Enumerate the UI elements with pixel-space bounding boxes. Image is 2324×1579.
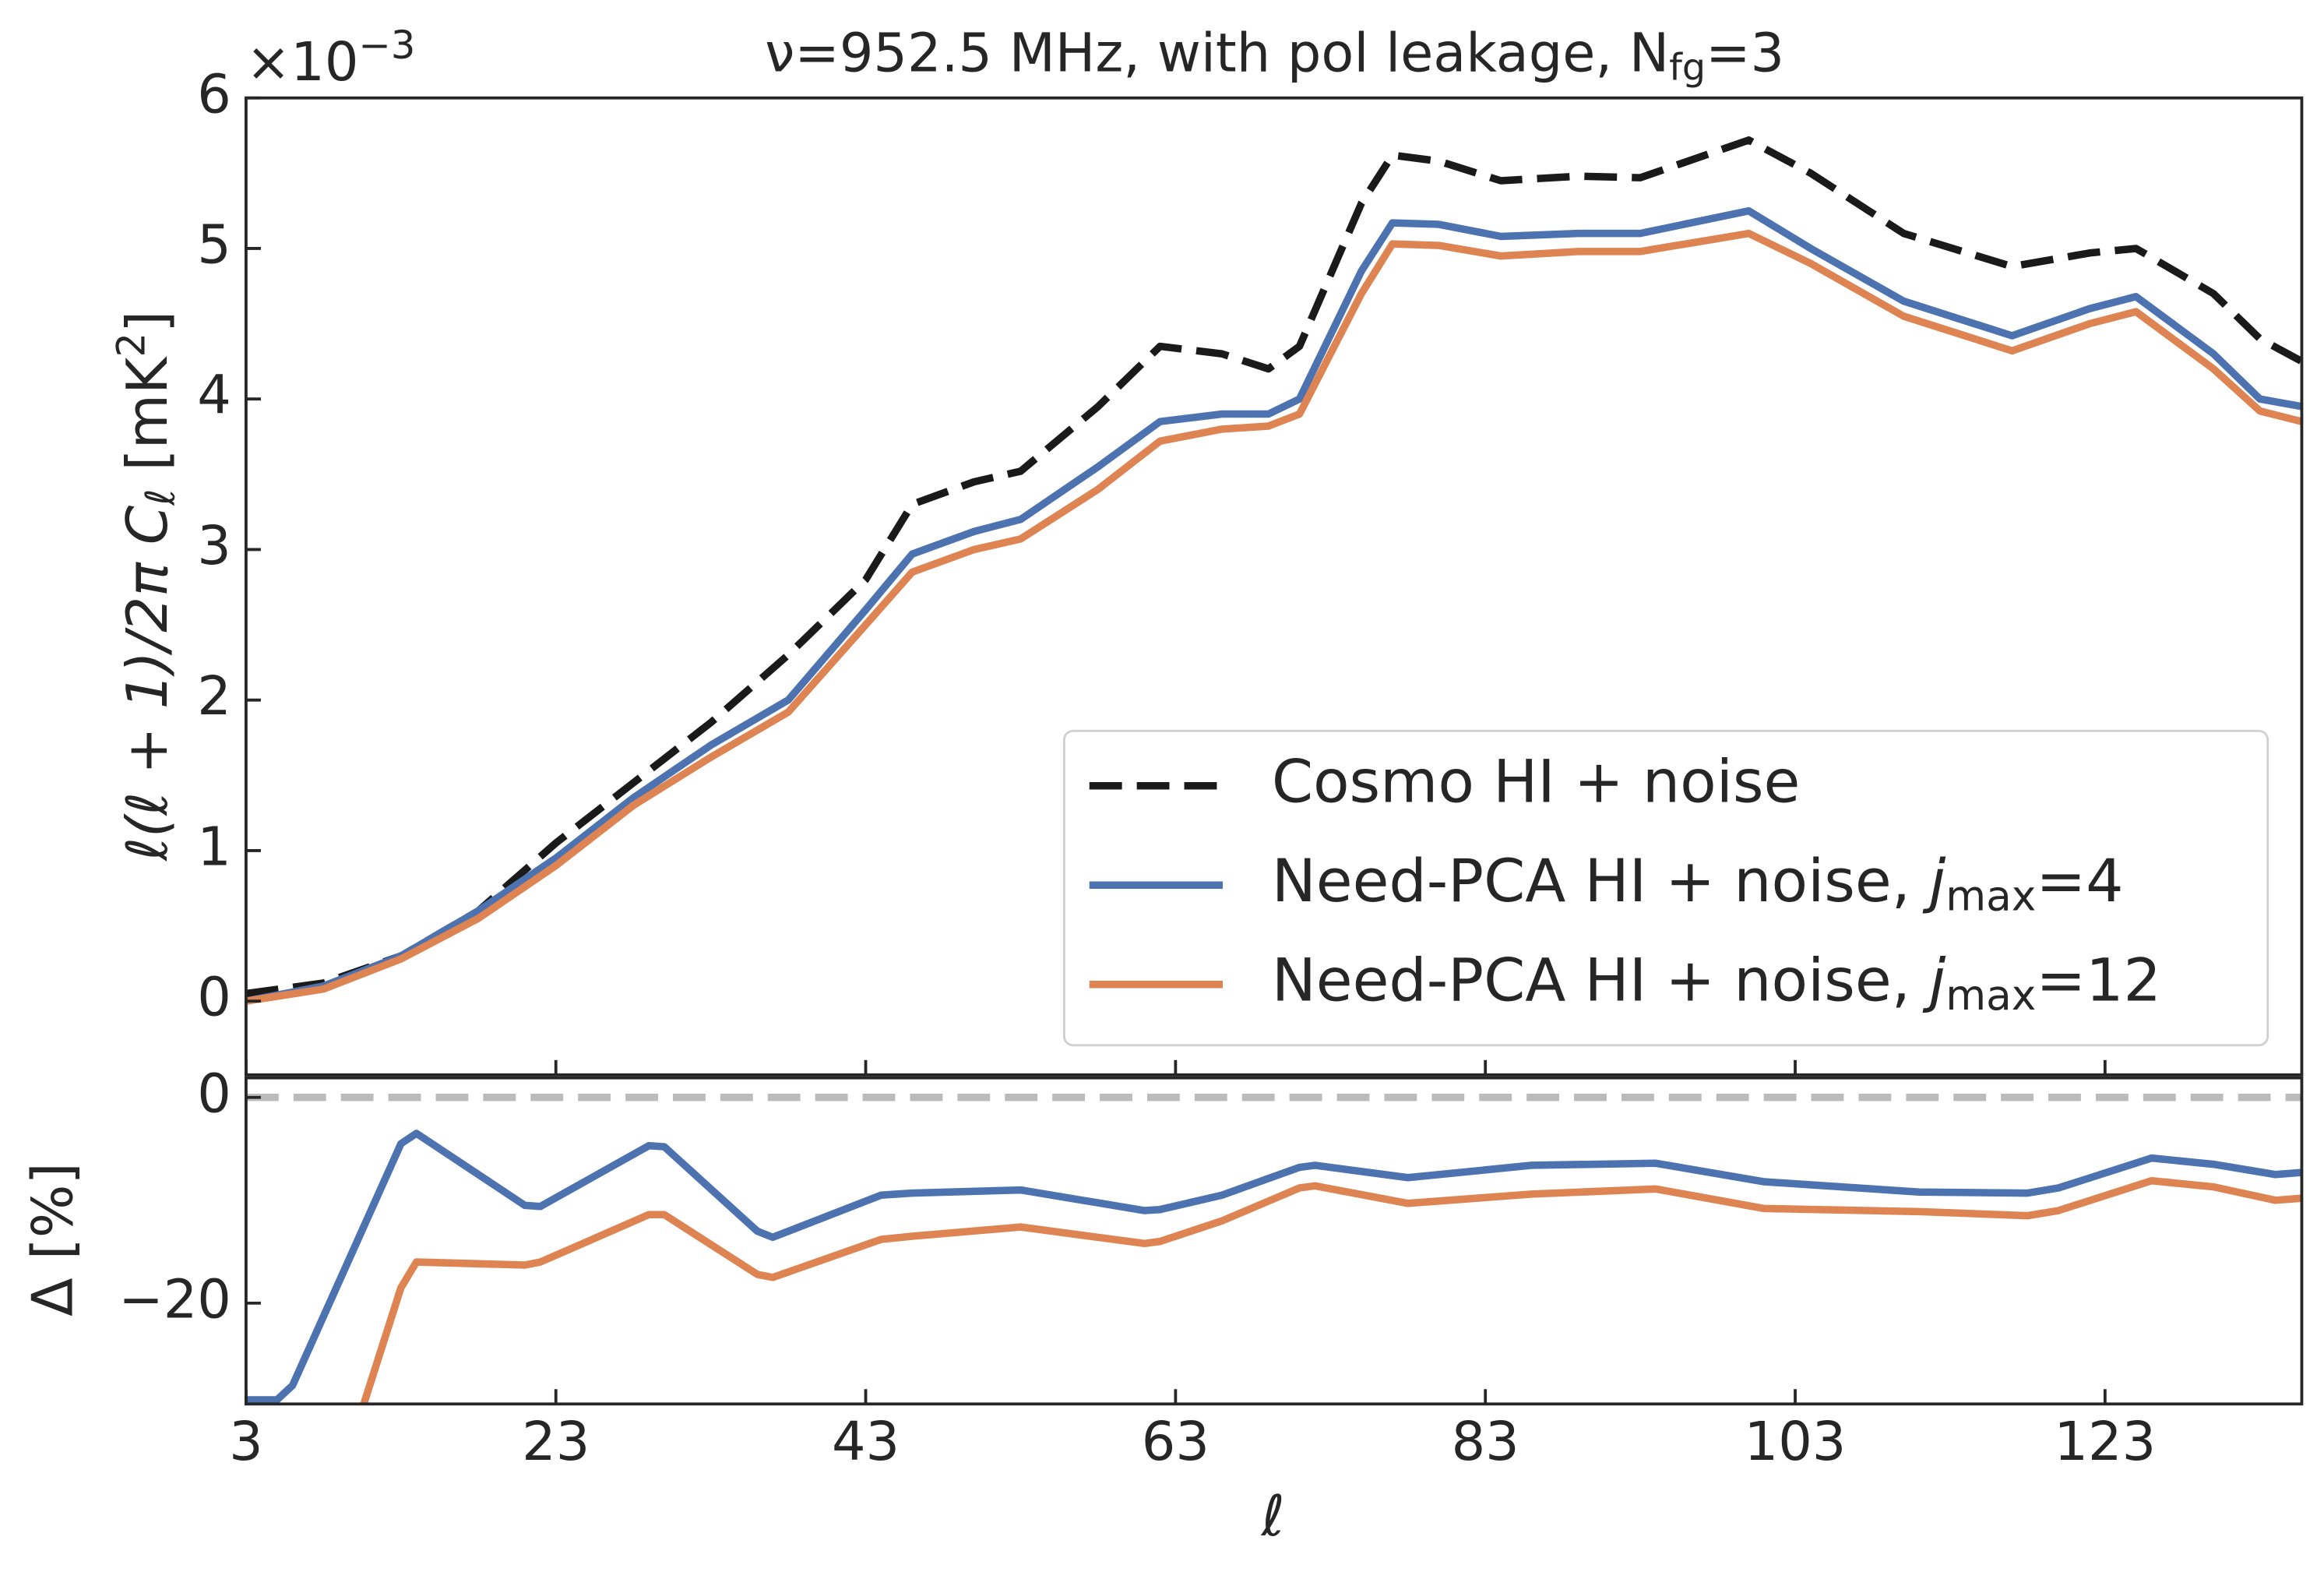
legend-label-part: =12 xyxy=(2036,946,2161,1015)
legend-label: Need-PCA HI + noise, jmax=4 xyxy=(1272,846,2124,920)
y-axis-label: Δ [%] xyxy=(20,1162,86,1316)
y-axis-label: ℓ(ℓ + 1)/2π Cℓ [mK2] xyxy=(108,311,185,862)
legend-label-part: Need-PCA HI + noise, xyxy=(1272,846,1929,915)
legend-label: Cosmo HI + noise xyxy=(1272,747,1801,816)
offset-label-part: ×10 xyxy=(246,30,359,93)
x-tick-label: 103 xyxy=(1745,1411,1847,1473)
plot-area xyxy=(245,136,2302,1005)
legend-label-part: =4 xyxy=(2036,846,2123,915)
axes-frame xyxy=(245,96,2304,1077)
series-line xyxy=(245,206,2302,1005)
chart-title-part: fg xyxy=(1669,47,1706,90)
y-axis-label-part: ℓ(ℓ + 1)/2π C xyxy=(115,505,181,862)
legend-label-part: Need-PCA HI + noise, xyxy=(1272,946,1929,1015)
series-line xyxy=(245,1130,2302,1404)
legend-label: Need-PCA HI + noise, jmax=12 xyxy=(1272,946,2161,1020)
y-tick-label: 4 xyxy=(197,365,231,427)
x-tick-label: 123 xyxy=(2054,1411,2156,1473)
offset-label: ×10−3 xyxy=(246,23,416,93)
x-tick-label: 83 xyxy=(1452,1411,1519,1473)
axes-frame xyxy=(245,1076,2304,1406)
plot-area xyxy=(245,1093,2302,1405)
y-tick-label: 3 xyxy=(197,515,231,577)
y-tick-label: 0 xyxy=(197,967,231,1029)
x-tick-label: 23 xyxy=(522,1411,590,1473)
legend-label-part: max xyxy=(1945,872,2036,920)
y-tick-label: 1 xyxy=(197,816,231,878)
x-tick-label: 63 xyxy=(1142,1411,1210,1473)
series-line xyxy=(245,229,2302,1005)
chart-title-part: ν=952.5 MHz, with pol leakage, N xyxy=(765,22,1669,84)
x-axis-label: ℓ xyxy=(1260,1484,1285,1549)
chart-title-part: =3 xyxy=(1706,22,1784,84)
y-axis-label-part: ℓ xyxy=(137,489,184,506)
y-tick-label: 0 xyxy=(197,1063,231,1125)
offset-label-part: −3 xyxy=(358,23,415,68)
y-axis-label-part: 2 xyxy=(108,333,153,357)
x-tick-label: 3 xyxy=(229,1411,263,1473)
chart-title: ν=952.5 MHz, with pol leakage, Nfg=3 xyxy=(765,22,1784,90)
y-tick-label: 2 xyxy=(197,665,231,728)
x-tick-label: 43 xyxy=(832,1411,900,1473)
y-tick-label: 6 xyxy=(197,63,231,125)
series-line xyxy=(245,136,2302,998)
y-axis-label-part: [mK xyxy=(115,356,181,489)
y-tick-label: 5 xyxy=(197,214,231,277)
series-line xyxy=(360,1176,2302,1405)
legend-label-part: Cosmo HI + noise xyxy=(1272,747,1801,816)
legend-label-part: max xyxy=(1945,971,2036,1020)
y-tick-label: −20 xyxy=(118,1268,231,1331)
legend-box xyxy=(1062,729,2269,1047)
y-axis-label-part: ] xyxy=(115,311,181,333)
